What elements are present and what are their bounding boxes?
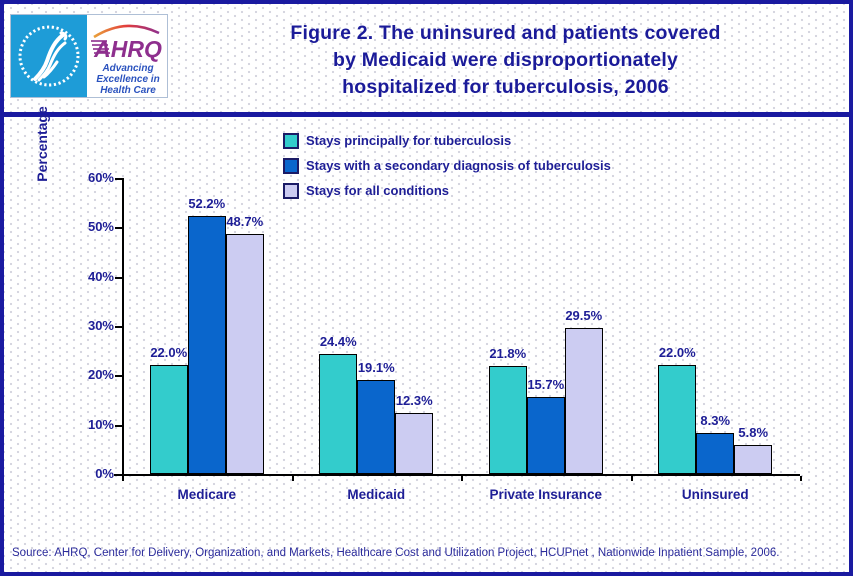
legend-swatch-lavender bbox=[283, 182, 299, 199]
x-tick-mark bbox=[461, 476, 463, 481]
ahrq-hhs-logo: AHRQ Advancing Excellence in Health Care bbox=[10, 14, 168, 98]
bar bbox=[319, 353, 358, 474]
y-tick-label: 30% bbox=[87, 318, 114, 333]
chart-legend: Stays principally for tuberculosis Stays… bbox=[283, 128, 611, 203]
bar bbox=[149, 365, 188, 474]
bar bbox=[526, 396, 565, 474]
figure-title: Figure 2. The uninsured and patients cov… bbox=[174, 20, 837, 101]
legend-item-secondary: Stays with a secondary diagnosis of tube… bbox=[283, 153, 611, 178]
bar-value-label: 52.2% bbox=[188, 196, 226, 212]
tagline-line-1: Advancing bbox=[101, 63, 153, 74]
x-axis-line bbox=[114, 474, 800, 476]
bar-chart-plot: Percentage 0% 10% 20% 30% 40% 50% 60% 22.0% 52.2… bbox=[4, 4, 849, 572]
tagline-line-3: Health Care bbox=[100, 85, 156, 95]
bar bbox=[187, 216, 226, 474]
bar-value-label: 24.4% bbox=[319, 333, 357, 349]
hhs-eagle-icon bbox=[18, 25, 80, 87]
bar bbox=[395, 413, 434, 474]
bar-value-label: 5.8% bbox=[738, 425, 769, 441]
rainbow-arc-icon bbox=[93, 24, 160, 39]
ahrq-wordmark-panel: AHRQ Advancing Excellence in Health Care bbox=[87, 15, 167, 97]
y-tick-mark bbox=[115, 227, 122, 230]
bar-value-label: 29.5% bbox=[565, 308, 603, 324]
y-tick-label: 10% bbox=[87, 416, 114, 432]
bar-value-label: 8.3% bbox=[700, 413, 731, 429]
bar bbox=[734, 445, 773, 474]
y-tick-mark bbox=[115, 375, 122, 378]
x-tick-mark bbox=[630, 476, 633, 481]
header-divider bbox=[4, 112, 849, 117]
ahrq-abbrev-text: AHRQ bbox=[93, 36, 162, 62]
y-tick-label: 40% bbox=[87, 268, 114, 284]
figure-title-line-3: hospitalized for tuberculosis, 2006 bbox=[342, 76, 669, 98]
legend-swatch-teal bbox=[283, 132, 299, 149]
bar bbox=[357, 379, 396, 474]
bar-value-label: 19.1% bbox=[357, 359, 395, 375]
legend-label: Stays principally for tuberculosis bbox=[306, 133, 512, 148]
y-axis-title: Percentage bbox=[34, 106, 50, 182]
y-tick-mark bbox=[115, 326, 122, 328]
legend-item-principal: Stays principally for tuberculosis bbox=[283, 128, 611, 153]
legend-item-all-conditions: Stays for all conditions bbox=[283, 178, 611, 203]
bar-value-label: 22.0% bbox=[658, 345, 696, 361]
figure-title-line-2: by Medicaid were disproportionately bbox=[332, 49, 679, 71]
legend-swatch-blue bbox=[283, 157, 299, 174]
bar bbox=[696, 433, 735, 474]
dotted-background: AHRQ Advancing Excellence in Health Care… bbox=[4, 4, 849, 572]
bar bbox=[658, 365, 697, 474]
x-tick-mark bbox=[122, 476, 124, 481]
bar bbox=[488, 366, 527, 474]
tagline-line-2: Excellence in bbox=[96, 74, 159, 85]
y-tick-label: 20% bbox=[87, 367, 114, 383]
hhs-seal bbox=[11, 15, 87, 97]
speed-lines-icon bbox=[91, 40, 110, 54]
bar bbox=[564, 328, 603, 474]
x-tick-mark bbox=[291, 476, 294, 481]
figure-title-line-1: Figure 2. The uninsured and patients cov… bbox=[290, 22, 721, 44]
y-axis-line bbox=[122, 178, 124, 476]
y-tick-label: 60% bbox=[87, 170, 114, 185]
y-tick-mark bbox=[115, 474, 122, 476]
legend-label: Stays for all conditions bbox=[306, 183, 450, 198]
y-tick-label: 0% bbox=[95, 466, 114, 481]
ahrq-wordmark: AHRQ Advancing Excellence in Health Care bbox=[91, 24, 162, 96]
source-note: Source: AHRQ, Center for Delivery, Organ… bbox=[12, 547, 780, 559]
category-label: Medicare bbox=[177, 487, 237, 502]
y-tick-mark bbox=[115, 276, 122, 279]
bar-value-label: 15.7% bbox=[527, 376, 565, 392]
category-label: Uninsured bbox=[681, 487, 749, 502]
bar-value-label: 21.8% bbox=[489, 346, 527, 362]
category-label: Medicaid bbox=[347, 487, 406, 502]
x-tick-mark bbox=[800, 476, 802, 481]
y-tick-mark bbox=[115, 424, 122, 427]
bar-value-label: 22.0% bbox=[150, 345, 188, 361]
bar-value-label: 12.3% bbox=[395, 393, 433, 409]
category-label: Private Insurance bbox=[489, 487, 603, 502]
y-tick-mark bbox=[115, 178, 122, 180]
bar-value-label: 48.7% bbox=[226, 213, 264, 229]
y-tick-label: 50% bbox=[87, 219, 114, 235]
bar bbox=[225, 233, 264, 474]
legend-label: Stays with a secondary diagnosis of tube… bbox=[306, 158, 611, 173]
